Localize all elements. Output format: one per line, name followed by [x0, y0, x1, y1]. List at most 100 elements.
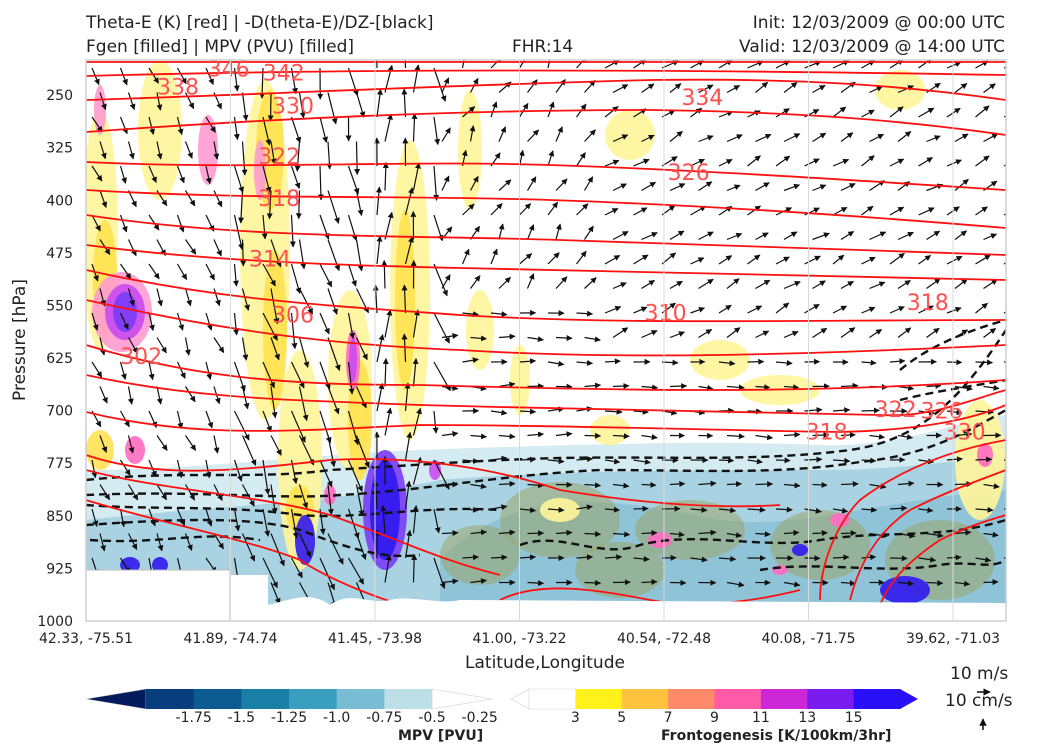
wind-vector — [1012, 484, 1028, 485]
wind-vector — [99, 386, 108, 404]
wind-vector — [555, 431, 573, 438]
wind-vector — [347, 361, 355, 395]
theta-e-contour-line — [86, 69, 1006, 77]
wind-vector — [946, 456, 963, 463]
theta-e-label: 346 — [208, 57, 250, 82]
wind-vector — [641, 529, 658, 536]
theta-e-label: 342 — [263, 62, 305, 87]
wind-vector — [641, 181, 657, 192]
wind-vector — [376, 88, 383, 118]
wind-vector — [889, 60, 904, 69]
wind-vector — [213, 141, 220, 160]
wind-vector — [861, 256, 876, 265]
wind-vector — [612, 84, 629, 94]
stability-contour-line — [86, 329, 1006, 482]
colorbar-tick-label: 13 — [798, 710, 816, 726]
wind-vector — [804, 255, 821, 265]
wind-vector — [946, 409, 963, 416]
wind-vector — [270, 386, 278, 419]
x-tick-label: 40.54, -72.48 — [617, 631, 711, 647]
wind-vector — [747, 506, 766, 513]
wind-vector — [176, 361, 186, 379]
wind-vector — [490, 409, 508, 416]
wind-vector — [832, 305, 848, 314]
wind-vector — [433, 214, 444, 242]
wind-vector — [205, 361, 213, 381]
wind-vector — [726, 384, 745, 391]
wind-vector — [983, 279, 998, 290]
theta-e-label: 318 — [907, 291, 949, 316]
wind-vector — [661, 156, 678, 167]
wind-vector — [975, 302, 988, 314]
wind-vector — [698, 328, 713, 339]
y-tick-label: 700 — [46, 404, 73, 420]
wind-vector — [99, 288, 107, 307]
theta-e-contour-line — [819, 439, 1006, 601]
wind-vector — [355, 337, 368, 361]
wind-vector — [184, 484, 196, 501]
wind-vector — [441, 333, 459, 339]
fgen-fill-region — [875, 70, 925, 110]
wind-vector — [91, 459, 98, 479]
wind-vector — [783, 231, 798, 241]
colorbar-segment — [241, 689, 290, 709]
wind-vector — [266, 190, 273, 220]
wind-vector — [262, 508, 271, 537]
wind-vector — [384, 309, 393, 338]
stability-contour-line — [86, 518, 421, 558]
wind-vector — [355, 190, 364, 217]
wind-vector — [840, 230, 855, 241]
wind-vector — [975, 556, 992, 563]
wind-vector — [262, 165, 272, 194]
colorbar-tick-label: -0.25 — [462, 710, 498, 726]
wind-vector — [983, 384, 1000, 391]
wind-vector — [832, 206, 848, 216]
wind-vector — [555, 178, 568, 191]
wind-vector — [889, 306, 905, 314]
fgen-fill-region — [254, 140, 266, 200]
wind-vector — [547, 150, 555, 167]
wind-vector — [148, 116, 156, 136]
wind-vector — [584, 80, 596, 93]
wind-vector — [983, 133, 999, 143]
wind-vector — [527, 336, 544, 343]
wind-vector — [832, 407, 851, 414]
wind-vector — [156, 435, 168, 451]
wind-vector — [832, 507, 849, 514]
wind-vector — [119, 165, 127, 184]
wind-vector — [755, 434, 774, 441]
theta-e-contour-line — [86, 78, 1006, 101]
wind-vector — [975, 254, 991, 265]
theta-e-label: 318 — [806, 421, 848, 446]
wind-vector — [812, 481, 828, 488]
wind-vector — [812, 132, 827, 143]
wind-vector — [319, 312, 330, 335]
wind-vector — [127, 484, 139, 501]
wind-vector — [840, 132, 854, 142]
wind-vector — [641, 232, 658, 241]
wind-vector — [99, 92, 107, 111]
wind-vector — [184, 141, 193, 159]
wind-vector — [119, 459, 131, 476]
wind-vector — [262, 459, 271, 495]
wind-vector — [498, 529, 516, 536]
wind-vector — [669, 130, 683, 142]
wind-vector — [946, 554, 962, 561]
wind-vector — [233, 312, 240, 336]
wind-vector — [213, 484, 223, 502]
wind-vector — [355, 533, 367, 560]
wind-vector — [441, 175, 450, 191]
wind-vector — [946, 61, 962, 69]
stability-contours — [86, 318, 1006, 572]
wind-vector — [783, 529, 800, 536]
theta-e-contour-line — [86, 161, 1006, 191]
wind-vector — [184, 337, 191, 356]
wind-vector — [783, 431, 801, 438]
wind-vector — [462, 357, 479, 364]
wind-vector — [661, 359, 679, 366]
wind-vector — [946, 255, 963, 265]
wind-vector — [462, 554, 480, 561]
x-tick-label: 41.45, -73.98 — [328, 631, 422, 647]
wind-vector — [698, 84, 714, 94]
